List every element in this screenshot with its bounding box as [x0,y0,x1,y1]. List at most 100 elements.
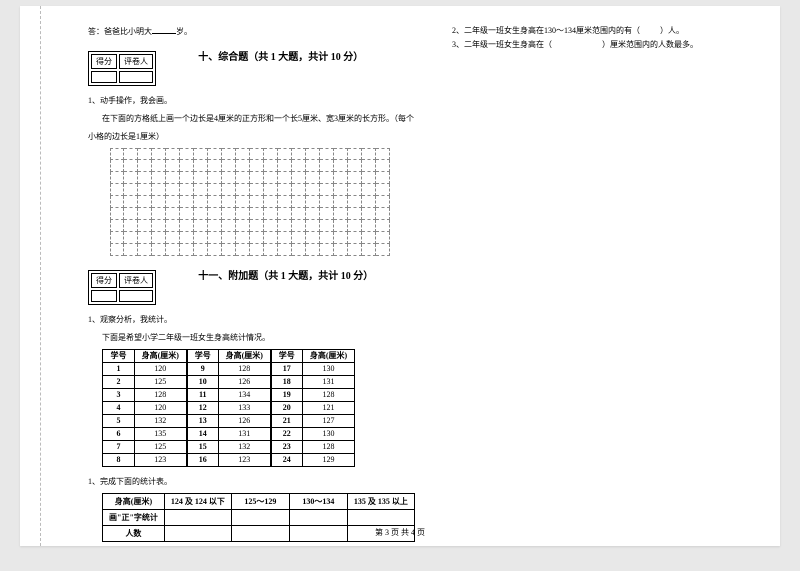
col-height: 身高(厘米) [135,350,187,363]
table-cell: 130 [303,428,355,441]
summary-cell[interactable] [289,510,347,526]
table-cell: 10 [187,376,219,389]
grader-label: 评卷人 [119,54,153,69]
table-cell: 131 [303,376,355,389]
table-cell: 22 [271,428,303,441]
exam-page: 答：爸爸比小明大岁。 得分评卷人 十、综合题（共 1 大题，共计 10 分） 1… [20,6,780,546]
table-cell: 17 [271,363,303,376]
grader-label: 评卷人 [119,273,153,288]
q10-num: 1、动手操作，我会画。 [88,94,436,108]
table-row: 21251012618131 [103,376,355,389]
table-cell: 121 [303,402,355,415]
table-cell: 20 [271,402,303,415]
table-cell: 128 [303,441,355,454]
q10-text1: 在下面的方格纸上画一个边长是4厘米的正方形和一个长5厘米、宽3厘米的长方形。（每… [88,112,436,126]
table-cell: 128 [135,389,187,402]
q11-sub: 1、完成下面的统计表。 [88,475,436,489]
section-11-title: 十一、附加题（共 1 大题，共计 10 分） [198,270,373,284]
summary-cell[interactable] [164,510,231,526]
grader-cell[interactable] [119,290,153,302]
right-q3: 3、二年级一班女生身高在（ ）厘米范围内的人数最多。 [452,38,752,52]
table-cell: 128 [219,363,271,376]
col-id: 学号 [187,350,219,363]
table-cell: 4 [103,402,135,415]
q10-text2: 小格的边长是1厘米） [88,130,436,144]
table-cell: 7 [103,441,135,454]
table-row: 71251513223128 [103,441,355,454]
summary-cell[interactable] [347,510,414,526]
summary-cell[interactable] [231,510,289,526]
table-cell: 135 [135,428,187,441]
q3-post: ）厘米范围内的人数最多。 [602,40,698,49]
score-cell[interactable] [91,71,117,83]
col-id: 学号 [271,350,303,363]
answer-post: 岁。 [176,27,192,36]
table-row: 41201213320121 [103,402,355,415]
table-cell: 2 [103,376,135,389]
table-cell: 128 [303,389,355,402]
q3-pre: 3、二年级一班女生身高在（ [452,40,552,49]
table-cell: 123 [135,454,187,467]
answer-pre: 答：爸爸比小明大 [88,27,152,36]
summary-row-label: 画"正"字统计 [103,510,165,526]
table-cell: 14 [187,428,219,441]
answer-fill: 答：爸爸比小明大 岁。 [88,24,436,37]
table-cell: 13 [187,415,219,428]
table-cell: 134 [219,389,271,402]
table-cell: 120 [135,363,187,376]
score-cell[interactable] [91,290,117,302]
table-cell: 131 [219,428,271,441]
table-row: 31281113419128 [103,389,355,402]
score-label: 得分 [91,273,117,288]
score-box-10: 得分评卷人 [88,51,156,86]
table-row: 61351413122130 [103,428,355,441]
score-label: 得分 [91,54,117,69]
table-cell: 9 [187,363,219,376]
grader-cell[interactable] [119,71,153,83]
summary-header: 130～134 [289,494,347,510]
q2-post: ）人。 [660,26,684,35]
table-cell: 24 [271,454,303,467]
table-cell: 12 [187,402,219,415]
section-10-header: 得分评卷人 十、综合题（共 1 大题，共计 10 分） [88,51,436,88]
table-cell: 6 [103,428,135,441]
q2-blank[interactable] [640,26,660,35]
summary-row: 画"正"字统计 [103,510,415,526]
q11-text: 下面是希望小学二年级一班女生身高统计情况。 [88,331,436,345]
table-cell: 126 [219,376,271,389]
col-id: 学号 [103,350,135,363]
col-height: 身高(厘米) [303,350,355,363]
col-height: 身高(厘米) [219,350,271,363]
score-box-11: 得分评卷人 [88,270,156,305]
table-cell: 125 [135,441,187,454]
table-cell: 3 [103,389,135,402]
table-row: 51321312621127 [103,415,355,428]
table-cell: 132 [219,441,271,454]
section-10-title: 十、综合题（共 1 大题，共计 10 分） [198,51,363,65]
right-column: 2、二年级一班女生身高在130～134厘米范围内的有（ ）人。 3、二年级一班女… [452,24,752,52]
q3-blank[interactable] [552,40,602,49]
summary-header: 124 及 124 以下 [164,494,231,510]
table-cell: 15 [187,441,219,454]
table-cell: 18 [271,376,303,389]
table-cell: 11 [187,389,219,402]
table-cell: 19 [271,389,303,402]
table-cell: 123 [219,454,271,467]
summary-header: 身高(厘米) [103,494,165,510]
table-row: 1120912817130 [103,363,355,376]
q2-pre: 2、二年级一班女生身高在130～134厘米范围内的有（ [452,26,640,35]
page-footer: 第 3 页 共 4 页 [20,527,780,538]
binding-line [40,6,41,546]
table-cell: 21 [271,415,303,428]
drawing-grid[interactable] [110,148,394,256]
height-data-table: 学号身高(厘米)学号身高(厘米)学号身高(厘米)1120912817130212… [102,349,355,467]
answer-blank[interactable] [152,24,176,34]
table-cell: 16 [187,454,219,467]
table-cell: 125 [135,376,187,389]
table-cell: 120 [135,402,187,415]
q11-num: 1、观察分析，我统计。 [88,313,436,327]
table-cell: 8 [103,454,135,467]
table-cell: 132 [135,415,187,428]
right-q2: 2、二年级一班女生身高在130～134厘米范围内的有（ ）人。 [452,24,752,38]
table-cell: 127 [303,415,355,428]
